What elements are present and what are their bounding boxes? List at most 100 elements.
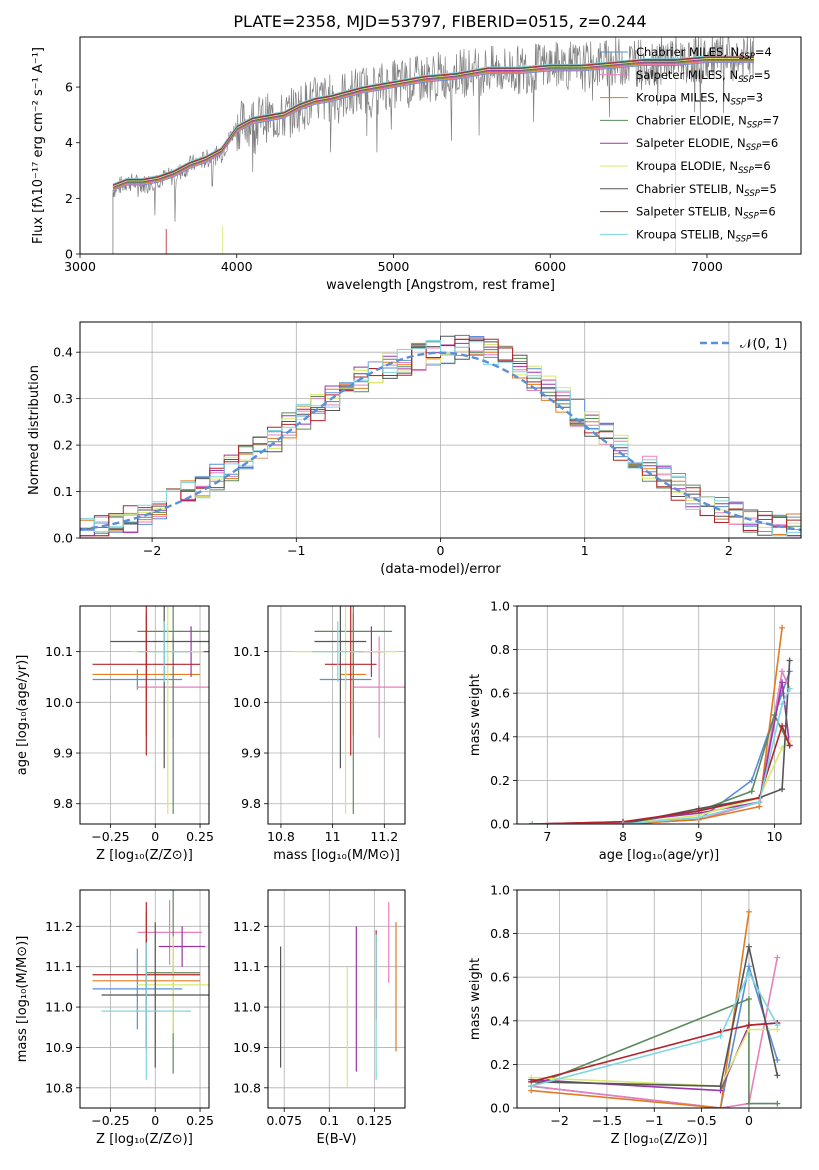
weight-line	[530, 970, 779, 1087]
y-tick-label: 0.4	[490, 1013, 510, 1028]
weight-marker	[695, 807, 702, 814]
x-axis-label: Z [log₁₀(Z/Z⊙)]	[96, 1132, 193, 1147]
legend-label: Salpeter ELODIE, NSSP=6	[636, 136, 778, 153]
x-tick-label: −2	[143, 543, 161, 558]
x-tick-label: 2	[725, 543, 733, 558]
y-axis-label: Flux [fλ10⁻¹⁷ erg cm⁻² s⁻¹ A⁻¹]	[31, 47, 46, 244]
legend-sub: SSP	[736, 234, 752, 244]
legend-label: Chabrier ELODIE, NSSP=7	[636, 113, 779, 130]
x-tick-label: 9	[695, 829, 703, 844]
legend-name: Salpeter ELODIE, N	[636, 136, 746, 150]
legend-nssp: =6	[754, 159, 771, 173]
x-tick-label: 3000	[64, 259, 96, 274]
weight-marker	[717, 1033, 724, 1040]
x-tick-label: 10.8	[267, 829, 295, 844]
weight-marker	[786, 742, 793, 749]
y-tick-label: 0.0	[490, 817, 510, 832]
weight-marker	[717, 1105, 724, 1108]
y-tick-label: 0.0	[490, 1101, 510, 1116]
y-tick-label: 10.0	[45, 695, 73, 710]
normal-curve	[80, 351, 801, 532]
model-line-2	[112, 60, 754, 190]
weight-line	[532, 671, 791, 824]
y-tick-label: 10.9	[45, 1040, 73, 1055]
legend-name: Chabrier STELIB, N	[636, 182, 744, 196]
panel-mass-vs-ebv: 0.075 0.1 0.125 10.8 10.9 11.0 11.1 11.2 E(B-V)	[233, 889, 406, 1147]
axes-frame	[267, 605, 406, 825]
axes-frame	[516, 605, 802, 825]
weight-line	[532, 712, 791, 824]
y-tick-label: 11.2	[233, 919, 261, 934]
panel-spectrum: 3000 4000 5000 6000 7000 0 2 4 6 wavelength [Angs…	[31, 36, 802, 293]
x-tick-label: 10	[767, 829, 783, 844]
legend-sub: SSP	[744, 189, 760, 199]
x-axis-label: Z [log₁₀(Z/Z⊙)]	[611, 1132, 708, 1147]
x-tick-label: 0	[151, 1113, 159, 1128]
legend-sub: SSP	[743, 212, 759, 222]
legend-nssp: =6	[751, 227, 768, 241]
legend-name: Chabrier MILES, N	[636, 45, 739, 59]
y-tick-label: 0.3	[53, 391, 73, 406]
legend-label: Salpeter STELIB, NSSP=6	[636, 205, 776, 222]
x-axis-label: (data-model)/error	[380, 562, 501, 577]
marks-age-vs-mass	[293, 606, 405, 814]
legend-nssp: =3	[746, 91, 763, 105]
y-tick-label: 2	[65, 191, 73, 206]
axes-frame	[516, 889, 802, 1109]
x-tick-label: −0.25	[91, 1113, 129, 1128]
weight-marker	[748, 788, 755, 795]
y-tick-label: 10.8	[45, 1080, 73, 1095]
x-tick-label: −0.5	[686, 1113, 716, 1128]
y-tick-label: 9.9	[53, 746, 73, 761]
weight-line	[531, 1028, 778, 1088]
weight-marker	[745, 943, 752, 950]
weight-line	[532, 682, 791, 824]
weight-line	[532, 668, 791, 824]
y-axis-label: mass weight	[468, 674, 483, 756]
y-axis-label: Normed distribution	[27, 365, 42, 495]
y-tick-label: 0.2	[490, 1057, 510, 1072]
x-axis-label: wavelength [Angstrom, rest frame]	[326, 278, 555, 293]
y-tick-label: 11.1	[45, 959, 73, 974]
legend-label: Chabrier MILES, NSSP=4	[636, 45, 772, 62]
legend-sub: SSP	[746, 143, 762, 153]
weight-marker	[774, 1022, 781, 1029]
weight-line	[532, 723, 791, 824]
y-axis-label: age [log₁₀(age/yr)]	[15, 655, 30, 776]
x-tick-label: 6000	[534, 259, 566, 274]
weight-marker	[528, 1083, 535, 1090]
weight-line	[531, 957, 779, 1108]
weight-marker	[745, 908, 752, 915]
weight-line	[532, 660, 791, 824]
x-tick-label: 0.125	[356, 1113, 392, 1128]
axes-frame	[79, 36, 802, 255]
weight-marker	[774, 954, 781, 961]
legend-label: 𝒩(0, 1)	[740, 337, 787, 352]
weight-marker	[774, 1100, 781, 1107]
figure-title: PLATE=2358, MJD=53797, FIBERID=0515, z=0…	[233, 12, 647, 31]
histogram-5	[80, 344, 801, 537]
y-tick-label: 10.8	[233, 1080, 261, 1095]
weight-marker	[779, 624, 786, 631]
y-tick-label: 0.6	[490, 970, 510, 985]
weight-line	[530, 1022, 778, 1083]
y-tick-label: 0.6	[490, 686, 510, 701]
x-tick-label: 11	[325, 829, 341, 844]
x-tick-label: 8	[619, 829, 627, 844]
model-line-7	[112, 56, 754, 186]
y-tick-label: 9.8	[53, 796, 73, 811]
weight-marker	[620, 821, 627, 824]
y-tick-label: 11.1	[233, 959, 261, 974]
y-tick-label: 0.1	[53, 484, 73, 499]
x-tick-label: 0.25	[186, 1113, 214, 1128]
weight-marker	[745, 1100, 752, 1107]
legend-nssp: =6	[761, 136, 778, 150]
axes-frame	[267, 889, 406, 1109]
histogram-8	[80, 340, 801, 537]
x-tick-label: 1	[581, 543, 589, 558]
weight-marker	[748, 777, 755, 784]
y-tick-label: 0.4	[53, 345, 73, 360]
x-tick-label: 0.1	[319, 1113, 339, 1128]
y-tick-label: 0.0	[53, 531, 73, 546]
